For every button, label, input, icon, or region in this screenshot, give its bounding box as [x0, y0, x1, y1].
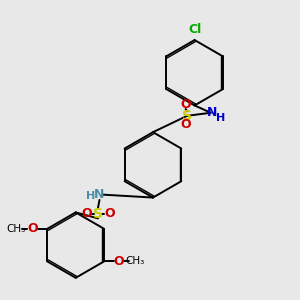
- Text: CH₃: CH₃: [7, 224, 26, 234]
- Text: O: O: [27, 222, 38, 235]
- Text: N: N: [94, 188, 105, 201]
- Text: N: N: [207, 106, 218, 119]
- Text: O: O: [104, 207, 115, 220]
- Text: CH₃: CH₃: [126, 256, 145, 266]
- Text: O: O: [81, 207, 92, 220]
- Text: S: S: [182, 109, 192, 123]
- Text: O: O: [114, 255, 124, 268]
- Text: O: O: [180, 118, 191, 130]
- Text: Cl: Cl: [188, 22, 201, 36]
- Text: H: H: [216, 113, 225, 123]
- Text: O: O: [180, 98, 191, 111]
- Text: S: S: [93, 207, 103, 221]
- Text: H: H: [86, 191, 95, 201]
